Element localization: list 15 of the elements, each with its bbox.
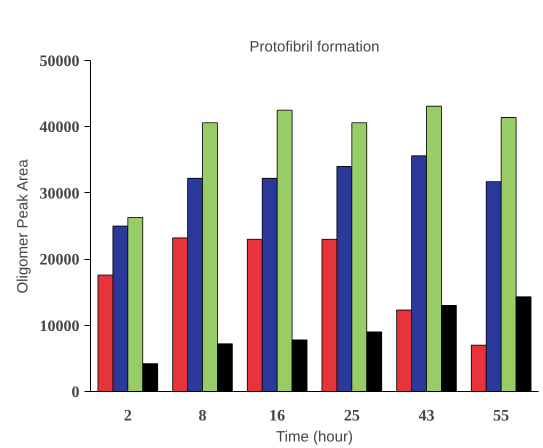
x-tick-label: 8 bbox=[198, 408, 206, 424]
y-tick-label: 20000 bbox=[40, 252, 80, 269]
x-axis-title: Time (hour) bbox=[276, 428, 353, 446]
x-tick-label: 25 bbox=[344, 408, 360, 424]
y-tick-label: 50000 bbox=[40, 53, 80, 70]
x-tick-label: 2 bbox=[124, 408, 132, 424]
x-tick-label: 55 bbox=[493, 408, 510, 424]
y-tick-label: 30000 bbox=[40, 185, 80, 202]
x-tick-label: 43 bbox=[418, 408, 434, 424]
y-tick-label: 10000 bbox=[40, 318, 80, 335]
chart-title: Protofibril formation bbox=[249, 38, 380, 56]
x-tick-label: 16 bbox=[269, 408, 286, 424]
y-axis-title: Oligomer Peak Area bbox=[14, 158, 32, 294]
y-tick-label: 40000 bbox=[40, 119, 80, 136]
y-tick-label: 0 bbox=[72, 384, 80, 401]
